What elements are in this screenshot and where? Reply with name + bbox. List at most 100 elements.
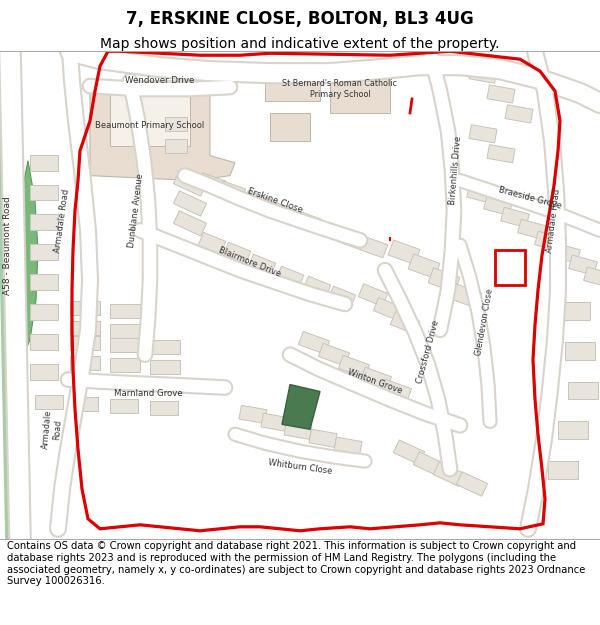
Polygon shape [380,379,412,402]
Polygon shape [319,221,346,242]
Polygon shape [338,229,365,250]
Polygon shape [110,357,140,372]
Polygon shape [265,66,320,101]
Polygon shape [165,139,187,152]
Polygon shape [433,462,464,486]
Polygon shape [535,231,563,251]
Polygon shape [338,356,370,378]
Polygon shape [70,301,100,315]
Text: Erskine Close: Erskine Close [246,186,304,214]
Polygon shape [110,304,140,318]
Polygon shape [70,321,100,335]
Polygon shape [330,76,390,113]
Text: Braeside Grove: Braeside Grove [497,186,563,211]
Polygon shape [565,342,595,359]
Polygon shape [266,201,293,222]
Polygon shape [428,268,460,292]
Polygon shape [361,368,392,390]
Polygon shape [408,254,440,278]
Polygon shape [30,214,58,231]
Polygon shape [244,191,271,212]
Text: Marnland Grove: Marnland Grove [113,389,182,398]
Text: Winton Grove: Winton Grove [346,368,404,396]
Polygon shape [173,191,206,216]
Polygon shape [309,429,337,448]
Text: Birkenhills Drive: Birkenhills Drive [449,136,463,206]
Polygon shape [413,452,445,476]
Text: Crossford Drive: Crossford Drive [415,319,441,384]
Polygon shape [450,284,482,308]
Polygon shape [469,125,497,143]
Polygon shape [457,472,488,496]
Polygon shape [568,381,598,399]
Polygon shape [261,413,289,431]
Polygon shape [110,399,138,413]
Polygon shape [70,398,98,411]
Text: Beaumont Primary School: Beaumont Primary School [95,121,205,131]
Text: 7, ERSKINE CLOSE, BOLTON, BL3 4UG: 7, ERSKINE CLOSE, BOLTON, BL3 4UG [126,10,474,28]
Polygon shape [276,266,304,288]
Polygon shape [282,384,320,429]
Polygon shape [223,242,251,264]
Polygon shape [150,340,180,354]
Polygon shape [30,334,58,350]
Polygon shape [30,244,58,260]
Polygon shape [298,331,329,354]
Text: Glendevon Close: Glendevon Close [473,288,494,356]
Polygon shape [248,254,276,276]
Text: Wendover Drive: Wendover Drive [125,76,194,84]
Polygon shape [173,171,206,196]
Polygon shape [358,284,388,306]
Polygon shape [558,421,588,439]
Polygon shape [30,364,58,379]
Polygon shape [293,211,320,232]
Polygon shape [469,65,497,83]
Polygon shape [487,144,515,163]
Text: Armadale
Road: Armadale Road [41,409,64,449]
Polygon shape [303,276,331,298]
Polygon shape [150,401,178,416]
Polygon shape [218,181,245,202]
Polygon shape [90,81,235,181]
Polygon shape [110,324,140,338]
Text: A58 - Beaumont Road: A58 - Beaumont Road [4,196,13,294]
Polygon shape [30,184,58,201]
Polygon shape [319,343,350,366]
Polygon shape [18,161,38,359]
Polygon shape [165,117,187,131]
Polygon shape [484,196,512,216]
Text: Blairmore Drive: Blairmore Drive [218,246,283,279]
Polygon shape [110,338,140,352]
Polygon shape [328,286,356,308]
Polygon shape [373,298,403,320]
Polygon shape [30,304,58,320]
Polygon shape [518,219,547,239]
Polygon shape [569,255,598,275]
Polygon shape [30,274,58,290]
Text: Dunblane Avenue: Dunblane Avenue [127,173,145,248]
Polygon shape [584,267,600,287]
Polygon shape [560,302,590,320]
Polygon shape [199,173,226,194]
Polygon shape [198,232,226,254]
Polygon shape [239,405,267,424]
Polygon shape [361,237,388,258]
Text: Armadale Road: Armadale Road [53,188,71,253]
Polygon shape [388,240,420,264]
Polygon shape [270,113,310,141]
Text: St Bernard's Roman Catholic
Primary School: St Bernard's Roman Catholic Primary Scho… [283,79,398,99]
Polygon shape [551,243,580,263]
Text: Contains OS data © Crown copyright and database right 2021. This information is : Contains OS data © Crown copyright and d… [7,541,586,586]
Polygon shape [30,155,58,171]
Polygon shape [500,208,529,227]
Text: Armadale Road: Armadale Road [545,188,562,253]
Polygon shape [467,184,496,204]
Polygon shape [150,359,180,374]
Polygon shape [334,437,362,456]
Polygon shape [394,440,425,464]
Polygon shape [35,396,63,409]
Polygon shape [505,105,533,123]
Polygon shape [173,211,206,236]
Polygon shape [284,421,312,439]
Text: Whitburn Close: Whitburn Close [268,458,332,476]
